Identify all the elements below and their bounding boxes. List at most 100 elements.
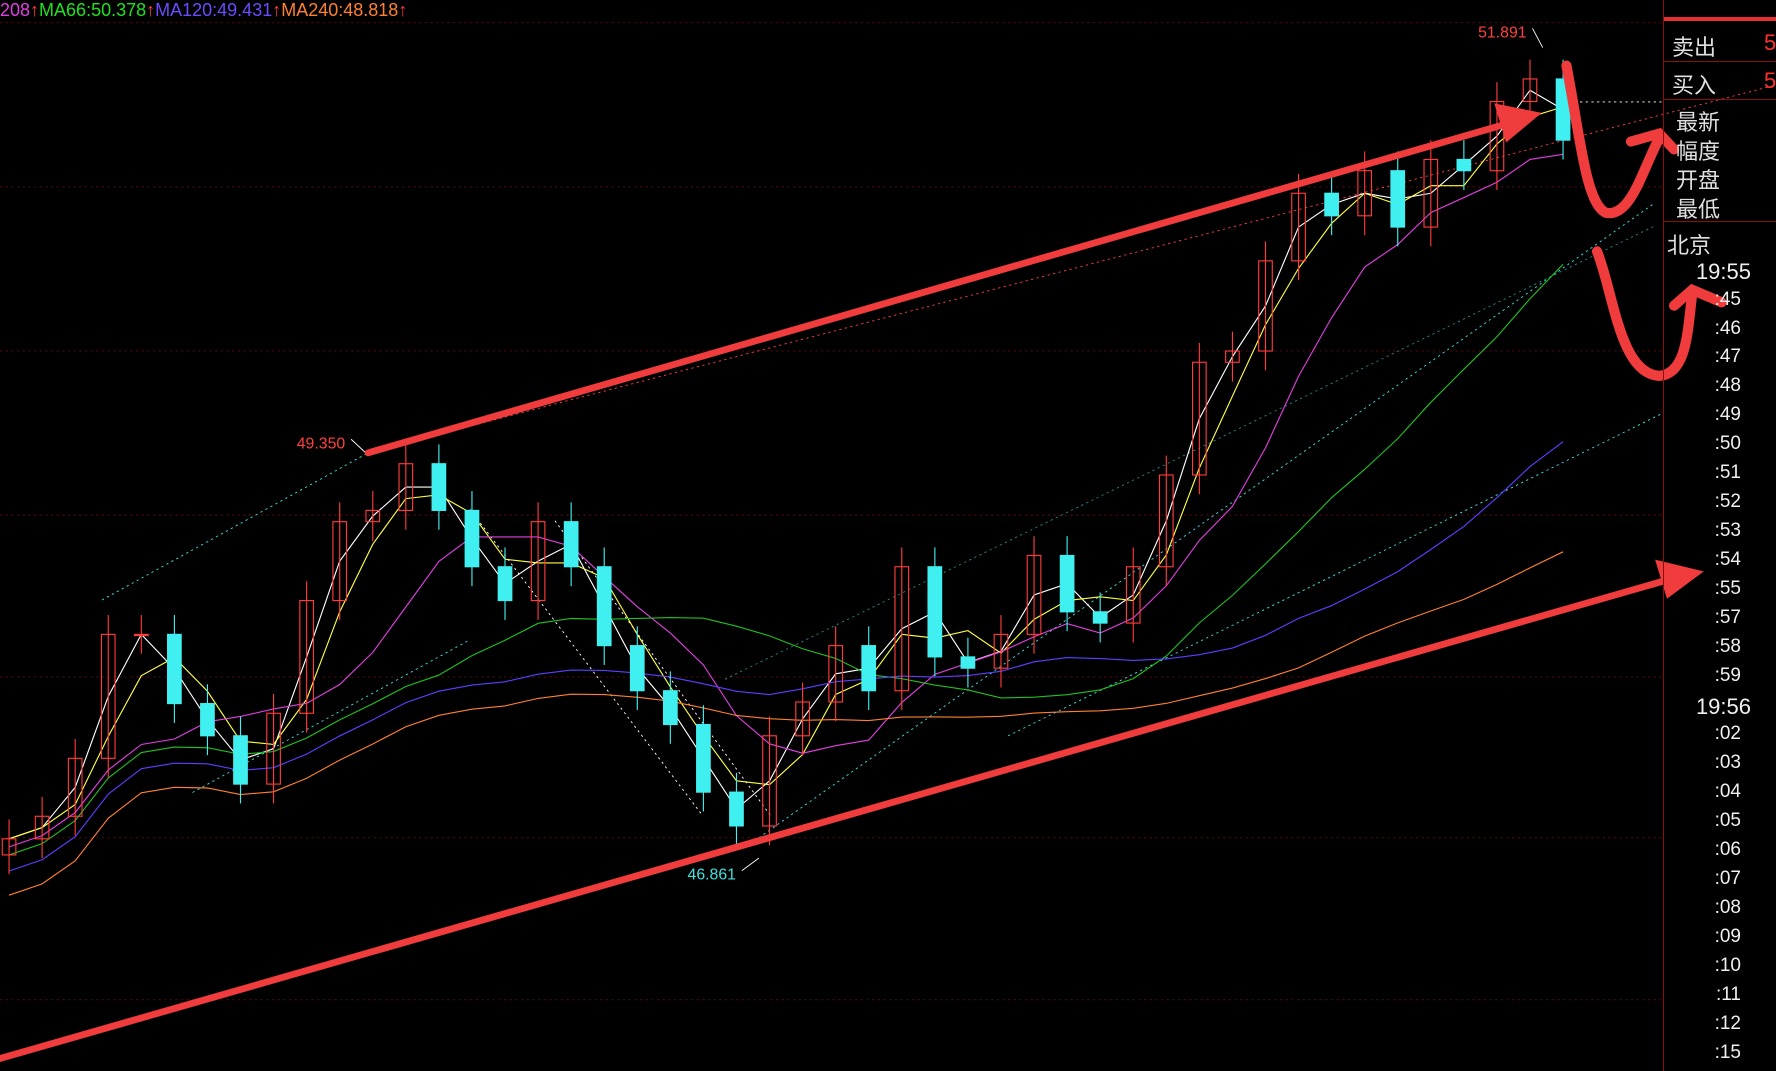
annotation-pointer: [741, 857, 760, 871]
candle: [1, 838, 17, 856]
candle: [497, 566, 513, 602]
candle: [1258, 260, 1273, 352]
time-label: :53: [1714, 520, 1741, 541]
candle: [1191, 361, 1207, 476]
up-arrow-icon: ↑: [30, 0, 40, 20]
annotation-pointer: [1532, 28, 1544, 48]
price-annotation: 49.350: [297, 435, 346, 452]
candle: [1125, 566, 1141, 624]
legend-item: 208: [0, 0, 31, 20]
candle: [67, 757, 83, 817]
time-label: :45: [1714, 289, 1741, 310]
candle: [1423, 158, 1439, 228]
candle: [960, 656, 976, 669]
time-label: :10: [1714, 955, 1741, 976]
channel-lines: [101, 84, 1776, 839]
candle: [266, 712, 281, 785]
upper-trend-arrow: [364, 118, 1516, 457]
time-label: :57: [1714, 607, 1741, 628]
up-arrow-icon: ↑: [398, 0, 408, 20]
candle: [200, 703, 215, 737]
ma-legend: 208↑MA66:50.378↑MA120:49.431↑MA240:48.81…: [0, 0, 407, 21]
divider: [1664, 99, 1776, 100]
candle: [828, 645, 844, 703]
candle: [1158, 474, 1174, 568]
candles: [1, 59, 1571, 875]
stat-latest: 最新: [1676, 110, 1721, 135]
candle: [1225, 350, 1240, 363]
candle: [431, 463, 447, 511]
candle: [1456, 158, 1472, 172]
time-label: :03: [1714, 752, 1741, 773]
candle: [1059, 554, 1075, 613]
candle: [629, 645, 645, 692]
candle: [894, 566, 910, 692]
grid-lines: [0, 22, 1663, 1001]
candle: [927, 566, 943, 658]
time-label: :15: [1714, 1042, 1741, 1063]
buy-label: 买入: [1672, 73, 1717, 98]
up-arrow-icon: ↑: [146, 0, 156, 20]
ma-line: [8, 153, 1564, 848]
candle: [729, 791, 744, 827]
sell-label: 卖出: [1672, 35, 1717, 60]
time-label: :58: [1714, 636, 1741, 657]
time-label: :05: [1714, 810, 1741, 831]
candle: [398, 463, 414, 511]
candle: [530, 521, 546, 602]
candle: [1390, 170, 1406, 228]
time-label: :11: [1715, 984, 1741, 1005]
time-label: 19:55: [1695, 259, 1751, 284]
ma-line: [8, 551, 1564, 896]
time-label: :07: [1714, 868, 1741, 889]
candle: [1489, 100, 1505, 172]
candle: [365, 509, 381, 523]
candle: [762, 735, 777, 827]
time-label: :06: [1714, 839, 1741, 860]
time-label: :52: [1714, 491, 1741, 512]
candle: [332, 521, 348, 602]
divider: [1664, 61, 1776, 62]
candle: [662, 690, 678, 726]
stat-low: 最低: [1676, 197, 1721, 222]
candle: [696, 723, 711, 793]
time-label: :02: [1714, 723, 1741, 744]
candle: [100, 633, 116, 759]
arrowhead: [1655, 559, 1704, 599]
legend-item: MA120:49.431: [155, 0, 273, 20]
city-label: 北京: [1667, 233, 1712, 258]
candle: [34, 815, 50, 840]
price-annotation: 46.861: [688, 867, 737, 884]
sell-price: 5: [1764, 30, 1776, 55]
time-label: :08: [1714, 897, 1741, 918]
time-label: :59: [1714, 665, 1741, 686]
quote-panel: 卖出 5 买入 5 最新 幅度 开盘 最低 北京 19:55:45:46:47:…: [1663, 0, 1776, 1071]
ma-line: [8, 89, 1564, 840]
time-label: :04: [1714, 781, 1741, 802]
time-label: :46: [1714, 318, 1741, 339]
candle: [596, 566, 612, 647]
time-label: :12: [1714, 1013, 1741, 1034]
legend-item: MA66:50.378: [39, 0, 147, 20]
candle: [1522, 78, 1538, 103]
ma-line: [8, 441, 1564, 872]
candle: [993, 633, 1009, 669]
down-up-curve-1: [1561, 60, 1665, 218]
lower-trend-arrow: [0, 573, 1680, 1062]
candle: [1026, 554, 1042, 635]
stat-amplitude: 幅度: [1676, 139, 1721, 164]
time-label: :51: [1714, 462, 1741, 483]
time-label: :50: [1714, 433, 1741, 454]
time-label: 19:56: [1695, 694, 1751, 719]
candle: [233, 735, 248, 785]
time-label: :48: [1714, 375, 1741, 396]
candle: [1357, 170, 1373, 217]
candle: [1291, 192, 1306, 262]
candle: [1092, 611, 1108, 624]
candle: [464, 509, 480, 568]
panel-top-bar: [1664, 17, 1776, 21]
candle: [167, 633, 182, 705]
arrowhead: [1494, 103, 1542, 143]
time-label: :09: [1714, 926, 1741, 947]
